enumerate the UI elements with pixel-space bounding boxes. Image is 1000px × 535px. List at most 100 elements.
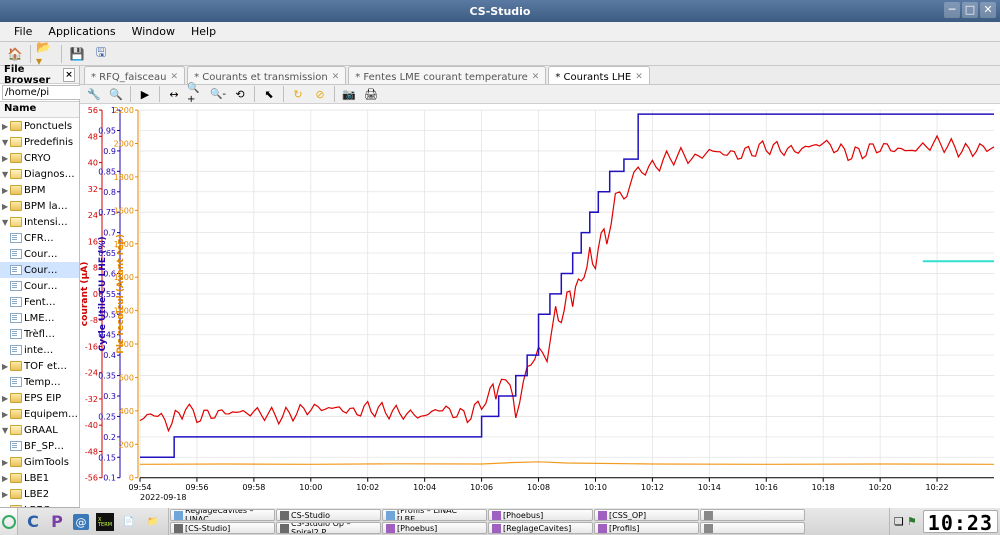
svg-text:-24: -24 — [85, 369, 98, 378]
ql-icon-6[interactable]: 📁 — [142, 511, 164, 533]
svg-text:2022-09-18: 2022-09-18 — [140, 493, 186, 502]
svg-text:2000: 2000 — [114, 139, 134, 148]
save-button[interactable]: 💾 — [66, 44, 88, 64]
menubar: File Applications Window Help — [0, 22, 1000, 42]
tree-item[interactable]: ▶TOF et… — [0, 358, 79, 374]
tree-item[interactable]: ▶LBE2 — [0, 486, 79, 502]
play-button[interactable]: ▶ — [135, 85, 155, 103]
ql-icon-3[interactable]: @ — [70, 511, 92, 533]
svg-text:Plc recalcul (Avant rép): Plc recalcul (Avant rép) — [115, 234, 126, 354]
refresh-button[interactable]: ↻ — [288, 85, 308, 103]
svg-text:24: 24 — [88, 211, 98, 220]
tree-item[interactable]: ▼Predefinis — [0, 134, 79, 150]
menu-applications[interactable]: Applications — [40, 23, 123, 40]
launcher-button[interactable] — [0, 508, 18, 535]
tree-item[interactable]: BF_SP… — [0, 438, 79, 454]
editor-tab[interactable]: * Courants et transmission ✕ — [187, 66, 346, 84]
pointer-button[interactable]: ⬉ — [259, 85, 279, 103]
svg-text:10:12: 10:12 — [641, 483, 664, 492]
tree-item[interactable]: ▶LBEC — [0, 502, 79, 507]
cancel-button[interactable]: ⊘ — [310, 85, 330, 103]
file-tree[interactable]: ▶Ponctuels▼Predefinis▶CRYO▼Diagnos…▶BPM▶… — [0, 118, 79, 507]
minimize-button[interactable]: ─ — [944, 2, 960, 18]
menu-window[interactable]: Window — [124, 23, 183, 40]
taskbar-task[interactable]: [ReglageCavites] — [488, 522, 593, 534]
tree-item[interactable]: Trèfl… — [0, 326, 79, 342]
tree-item[interactable]: Cour… — [0, 278, 79, 294]
tree-item[interactable]: ▶GimTools — [0, 454, 79, 470]
tree-item[interactable]: ▶LBE1 — [0, 470, 79, 486]
svg-text:09:58: 09:58 — [242, 483, 265, 492]
file-browser-close[interactable]: × — [63, 68, 75, 82]
tree-item[interactable]: ▶Equipem… — [0, 406, 79, 422]
taskbar-task[interactable]: [Phoebus] — [488, 509, 593, 521]
editor-tab[interactable]: * Fentes LME courant temperature ✕ — [348, 66, 546, 84]
home-button[interactable]: 🏠 — [4, 44, 26, 64]
svg-text:courant (µA): courant (µA) — [80, 262, 90, 327]
tab-close-icon[interactable]: ✕ — [171, 72, 179, 82]
svg-text:-32: -32 — [85, 395, 98, 404]
window-controls: ─ □ ✕ — [944, 2, 996, 18]
taskbar-task[interactable]: CS-Studio Op – Spiral2 P… — [276, 522, 381, 534]
ql-icon-1[interactable]: C — [22, 511, 44, 533]
open-folder-button[interactable]: 📂▾ — [35, 44, 57, 64]
tree-item[interactable]: ▶BPM la… — [0, 198, 79, 214]
tree-item[interactable]: ▶EPS EIP — [0, 390, 79, 406]
menu-help[interactable]: Help — [183, 23, 224, 40]
taskbar-task[interactable] — [700, 509, 805, 521]
tree-item[interactable]: ▶Ponctuels — [0, 118, 79, 134]
svg-text:0.15: 0.15 — [98, 453, 116, 462]
svg-text:200: 200 — [119, 440, 134, 449]
taskbar-task[interactable] — [700, 522, 805, 534]
taskbar-task[interactable]: ReglageCavites – LINAC … — [170, 509, 275, 521]
taskbar-task[interactable]: CS-Studio — [276, 509, 381, 521]
tab-close-icon[interactable]: ✕ — [635, 72, 643, 82]
svg-text:10:18: 10:18 — [812, 483, 835, 492]
print-button[interactable]: 🖨 — [361, 85, 381, 103]
taskbar-task[interactable]: [CSS_OP] — [594, 509, 699, 521]
menu-file[interactable]: File — [6, 23, 40, 40]
tree-item[interactable]: Cour… — [0, 246, 79, 262]
zoom-in-button[interactable]: 🔍+ — [186, 85, 206, 103]
tree-item[interactable]: ▼GRAAL — [0, 422, 79, 438]
tree-item[interactable]: ▼Diagnos… — [0, 166, 79, 182]
config-button[interactable]: 🔧 — [84, 85, 104, 103]
tray-icon-1[interactable]: ❏ — [894, 515, 904, 528]
editor-tab[interactable]: * Courants LHE ✕ — [548, 66, 649, 84]
snapshot-button[interactable]: 📷 — [339, 85, 359, 103]
tree-item[interactable]: Temp… — [0, 374, 79, 390]
stretch-button[interactable]: ↔ — [164, 85, 184, 103]
window-title: CS-Studio — [470, 5, 531, 18]
svg-text:-56: -56 — [85, 474, 98, 483]
taskbar-task[interactable]: [CS-Studio] — [170, 522, 275, 534]
zoom-reset-button[interactable]: ⟲ — [230, 85, 250, 103]
ql-icon-5[interactable]: 📄 — [118, 511, 140, 533]
tab-close-icon[interactable]: ✕ — [532, 72, 540, 82]
tree-item[interactable]: LME… — [0, 310, 79, 326]
tree-item[interactable]: Fent… — [0, 294, 79, 310]
tree-item[interactable]: CFR… — [0, 230, 79, 246]
svg-text:1800: 1800 — [114, 173, 134, 182]
save-all-button[interactable]: 🖫 — [90, 44, 112, 64]
taskbar-task[interactable]: [Phoebus] — [382, 522, 487, 534]
editor-tab[interactable]: * RFQ_faisceau ✕ — [84, 66, 185, 84]
tree-item[interactable]: Cour… — [0, 262, 79, 278]
tray-icon-2[interactable]: ⚑ — [907, 515, 917, 528]
tree-item[interactable]: inte… — [0, 342, 79, 358]
tree-item[interactable]: ▼Intensi… — [0, 214, 79, 230]
taskbar-task[interactable]: [Profils – LINAC [LBE… — [382, 509, 487, 521]
tab-close-icon[interactable]: ✕ — [332, 72, 340, 82]
inspect-button[interactable]: 🔍 — [106, 85, 126, 103]
chart-area[interactable]: -56-48-40-32-24-16-808162432404856couran… — [80, 104, 1000, 508]
zoom-out-button[interactable]: 🔍- — [208, 85, 228, 103]
ql-icon-2[interactable]: P — [46, 511, 68, 533]
tree-item[interactable]: ▶BPM — [0, 182, 79, 198]
tree-item[interactable]: ▶CRYO — [0, 150, 79, 166]
system-tray: ❏ ⚑ — [889, 508, 921, 535]
svg-text:Cycle Utile CU LHE (%): Cycle Utile CU LHE (%) — [98, 236, 108, 351]
ql-terminal-icon[interactable]: XTERM — [94, 511, 116, 533]
close-button[interactable]: ✕ — [980, 2, 996, 18]
svg-text:32: 32 — [88, 185, 98, 194]
maximize-button[interactable]: □ — [962, 2, 978, 18]
taskbar-task[interactable]: [Profils] — [594, 522, 699, 534]
